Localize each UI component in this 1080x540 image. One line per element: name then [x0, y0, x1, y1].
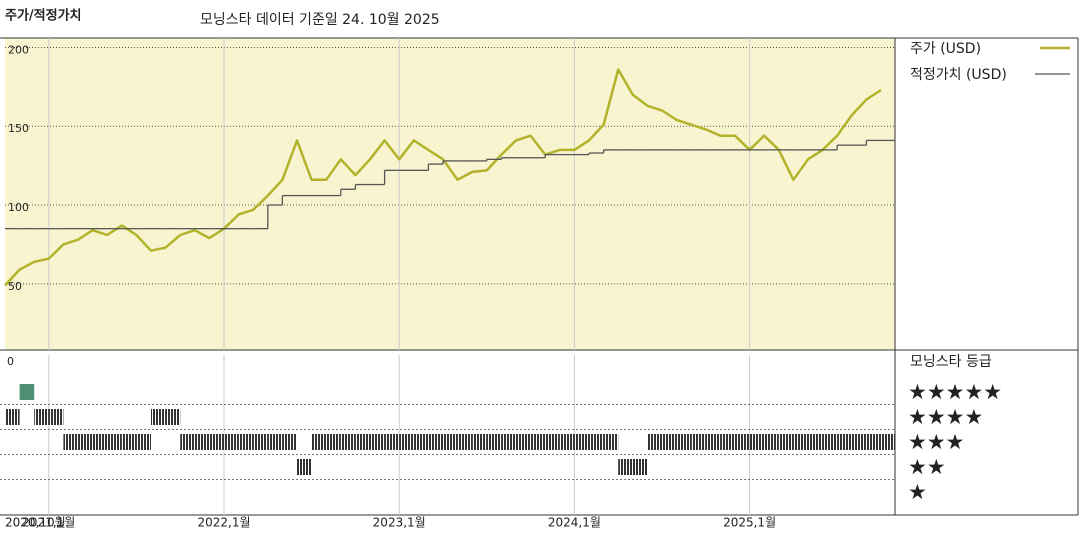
rating-bar [472, 434, 487, 450]
rating-bar [355, 434, 370, 450]
rating-bar [866, 434, 881, 450]
rating-bar [194, 434, 210, 450]
rating-bar [5, 409, 20, 425]
rating-bar [559, 434, 575, 450]
rating-bar [107, 434, 122, 450]
plot-background [5, 38, 895, 350]
rating-bar [516, 434, 531, 450]
rating-bar [165, 409, 181, 425]
rating-bar [224, 434, 239, 450]
rating-bar [545, 434, 560, 450]
rating-bar [136, 434, 151, 450]
rating-bar [486, 434, 502, 450]
legend-label: 적정가치 (USD) [910, 67, 1007, 83]
rating-bar [238, 434, 254, 450]
rating-bar [48, 409, 64, 425]
rating-bar [34, 409, 49, 425]
rating-bar [121, 434, 137, 450]
x-tick-label: 2022,1월 [197, 516, 250, 530]
rating-bar [78, 434, 93, 450]
chart-title: 주가/적정가치 [5, 8, 82, 24]
rating-bar [384, 434, 400, 450]
rating-bar [881, 434, 895, 450]
rating-title: 모닝스타 등급 [910, 354, 992, 370]
rating-bar [735, 434, 750, 450]
rating-bar [63, 434, 78, 450]
rating-level-label: ★★★★ [908, 405, 983, 429]
y-tick-label: 200 [8, 43, 29, 56]
frame [0, 37, 1079, 516]
rating-bar [428, 434, 443, 450]
rating-level-label: ★★★★★ [908, 380, 1002, 404]
rating-level-label: ★ [908, 480, 927, 504]
x-tick-label: 2025,1월 [723, 516, 776, 530]
rating-bar [778, 434, 794, 450]
rating-bar [399, 434, 414, 450]
rating-bar [326, 434, 341, 450]
x-tick-label: 2021,1월 [22, 516, 75, 530]
rating-bar [589, 434, 604, 450]
rating-bar [311, 434, 327, 450]
rating-bar [764, 434, 779, 450]
rating-bar [340, 434, 356, 450]
rating-bar [837, 434, 852, 450]
rating-bar [297, 459, 312, 475]
chart-subtitle: 모닝스타 데이터 기준일 24. 10월 2025 [200, 12, 440, 28]
rating-bar [632, 459, 648, 475]
x-tick-label: 2024,1월 [548, 516, 601, 530]
rating-bar [282, 434, 297, 450]
rating-bar [501, 434, 516, 450]
rating-bar [705, 434, 721, 450]
y-tick-label: 100 [8, 201, 29, 214]
rating-bar [603, 434, 619, 450]
rating-tick-label: 0 [7, 355, 14, 368]
legend-label: 주가 (USD) [910, 41, 981, 57]
rating-bar [574, 434, 589, 450]
rating-bar [267, 434, 283, 450]
y-tick-label: 150 [8, 122, 29, 135]
rating-bar [749, 434, 765, 450]
rating-bar [19, 384, 35, 400]
price-line [4, 68, 882, 287]
rating-bar [151, 409, 166, 425]
y-tick-label: 50 [8, 280, 22, 293]
rating-bar [180, 434, 195, 450]
rating-bar [618, 459, 633, 475]
rating-bar [530, 434, 546, 450]
rating-level-label: ★★ [908, 455, 946, 479]
rating-bar [647, 434, 662, 450]
rating-bar [822, 434, 838, 450]
rating-bar [808, 434, 823, 450]
rating-bar [92, 434, 108, 450]
rating-bar [662, 434, 677, 450]
rating-bar [720, 434, 735, 450]
rating-bar [851, 434, 867, 450]
rating-bar [253, 434, 268, 450]
rating-level-label: ★★★ [908, 430, 964, 454]
rating-bar [457, 434, 473, 450]
x-tick-label: 2023,1월 [373, 516, 426, 530]
rating-bar [370, 434, 385, 450]
rating-bar [443, 434, 458, 450]
rating-bar [209, 434, 224, 450]
rating-bar [413, 434, 429, 450]
rating-bar [676, 434, 692, 450]
rating-bar [793, 434, 808, 450]
x-tick-label: 2020,10월 [5, 516, 66, 530]
rating-bar [691, 434, 706, 450]
